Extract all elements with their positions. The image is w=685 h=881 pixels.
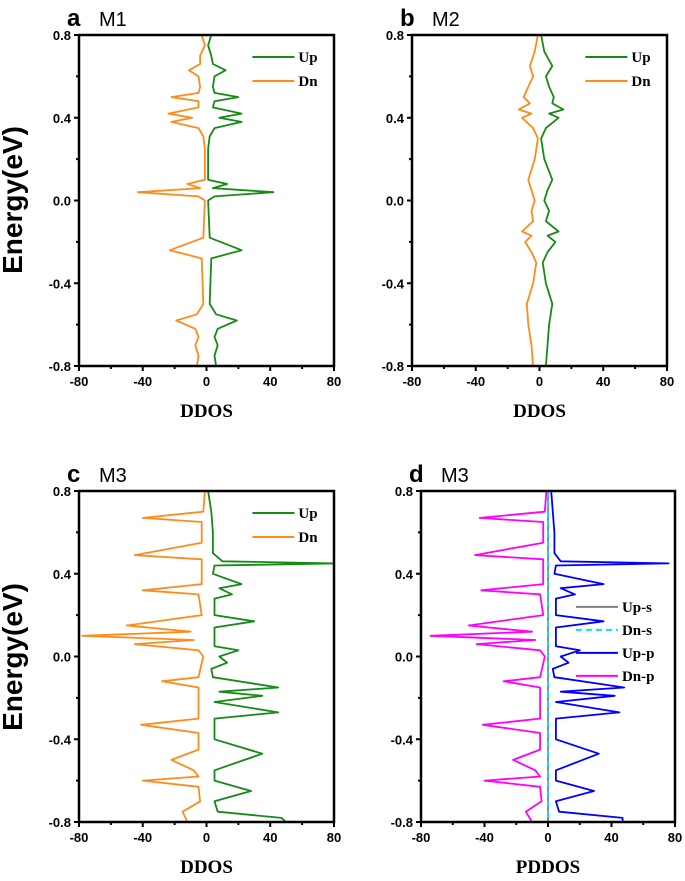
y-tick-label: -0.4 (49, 276, 72, 291)
legend-label: Dn (298, 530, 318, 546)
panel-title: M2 (432, 9, 460, 31)
legend-label: Up-p (622, 646, 655, 662)
y-tick-label: 0.0 (395, 650, 413, 665)
series-line-up-p (550, 491, 670, 822)
series-line-dn-p (429, 491, 548, 822)
legend-label: Up-s (622, 600, 652, 616)
x-axis-label: DDOS (180, 401, 233, 422)
plot-frame (77, 489, 336, 824)
x-axis-label: PDDOS (516, 857, 580, 878)
x-tick-label: 0 (536, 374, 543, 389)
y-tick-label: 0.8 (53, 28, 71, 43)
series-line-up (540, 35, 565, 366)
x-tick-label: -80 (70, 830, 89, 845)
x-tick-label: 80 (327, 374, 341, 389)
y-tick-label: 0.4 (395, 567, 414, 582)
panel-d: -80 -40 0 40 80 0.8 0.4 0.0 -0.4 -0.8 d M3 PDDOS Up-s… (391, 461, 683, 878)
y-tick-label: 0.0 (53, 650, 71, 665)
x-tick-label: -80 (412, 830, 431, 845)
y-tick-label: 0.4 (53, 567, 72, 582)
y-tick-label: -0.4 (49, 732, 72, 747)
x-tick-label: 40 (604, 830, 618, 845)
panel-title: M3 (441, 465, 469, 487)
x-tick-label: 40 (596, 374, 610, 389)
plot-frame (77, 33, 336, 368)
series-line-dn (81, 491, 206, 822)
x-axis-label: DDOS (513, 401, 566, 422)
panel-label: c (67, 461, 80, 488)
legend-label: Up (298, 506, 317, 522)
x-tick-label: 0 (203, 374, 210, 389)
y-tick-label: -0.8 (49, 815, 71, 830)
legend-label: Dn (631, 74, 651, 90)
x-tick-label: 80 (327, 830, 341, 845)
plot-frame (410, 33, 669, 368)
x-axis-label: DDOS (180, 857, 233, 878)
x-tick-label: 0 (544, 830, 551, 845)
panel-a: -80 -40 0 40 80 0.8 0.4 0.0 -0.4 -0.8 a M1 DDOS Up Dn (49, 5, 342, 422)
y-tick-label: -0.8 (382, 359, 404, 374)
y-tick-label: 0.4 (53, 111, 72, 126)
y-tick-label: -0.8 (391, 815, 413, 830)
x-tick-label: -40 (133, 374, 152, 389)
series-line-dn (517, 35, 539, 366)
panel-c: -80 -40 0 40 80 0.8 0.4 0.0 -0.4 -0.8 c M3 DDOS Up Dn (49, 461, 342, 878)
legend-label: Dn (298, 74, 318, 90)
y-axis-label: Energy(eV) (0, 126, 28, 274)
x-tick-label: 80 (668, 830, 682, 845)
legend-label: Up (631, 50, 650, 66)
legend-label: Up (298, 50, 317, 66)
y-tick-label: -0.4 (382, 276, 405, 291)
panel-label: a (67, 5, 81, 32)
x-tick-label: 80 (660, 374, 674, 389)
y-tick-label: -0.8 (49, 359, 71, 374)
y-tick-label: 0.8 (53, 484, 71, 499)
y-tick-label: 0.8 (395, 484, 413, 499)
x-tick-label: -40 (133, 830, 152, 845)
panel-label: b (400, 5, 415, 32)
x-tick-label: -40 (466, 374, 485, 389)
series-line-up (207, 491, 334, 822)
panel-b: -80 -40 0 40 80 0.8 0.4 0.0 -0.4 -0.8 b M2 DDOS Up Dn (382, 5, 675, 422)
x-tick-label: -40 (475, 830, 494, 845)
x-tick-label: -80 (403, 374, 422, 389)
legend-label: Dn-p (622, 669, 655, 685)
y-axis-label: Energy(eV) (0, 583, 28, 731)
x-tick-label: 40 (263, 830, 277, 845)
y-tick-label: 0.0 (53, 194, 71, 209)
x-tick-label: 40 (263, 374, 277, 389)
y-tick-label: 0.8 (386, 28, 404, 43)
y-tick-label: -0.4 (391, 732, 414, 747)
series-line-dn (137, 35, 206, 366)
series-line-up (207, 35, 275, 366)
y-tick-label: 0.4 (386, 111, 405, 126)
y-tick-label: 0.0 (386, 194, 404, 209)
panel-title: M1 (99, 9, 127, 31)
panel-label: d (409, 461, 424, 488)
legend-label: Dn-s (622, 623, 652, 639)
x-tick-label: -80 (70, 374, 89, 389)
panel-title: M3 (99, 465, 127, 487)
x-tick-label: 0 (203, 830, 210, 845)
